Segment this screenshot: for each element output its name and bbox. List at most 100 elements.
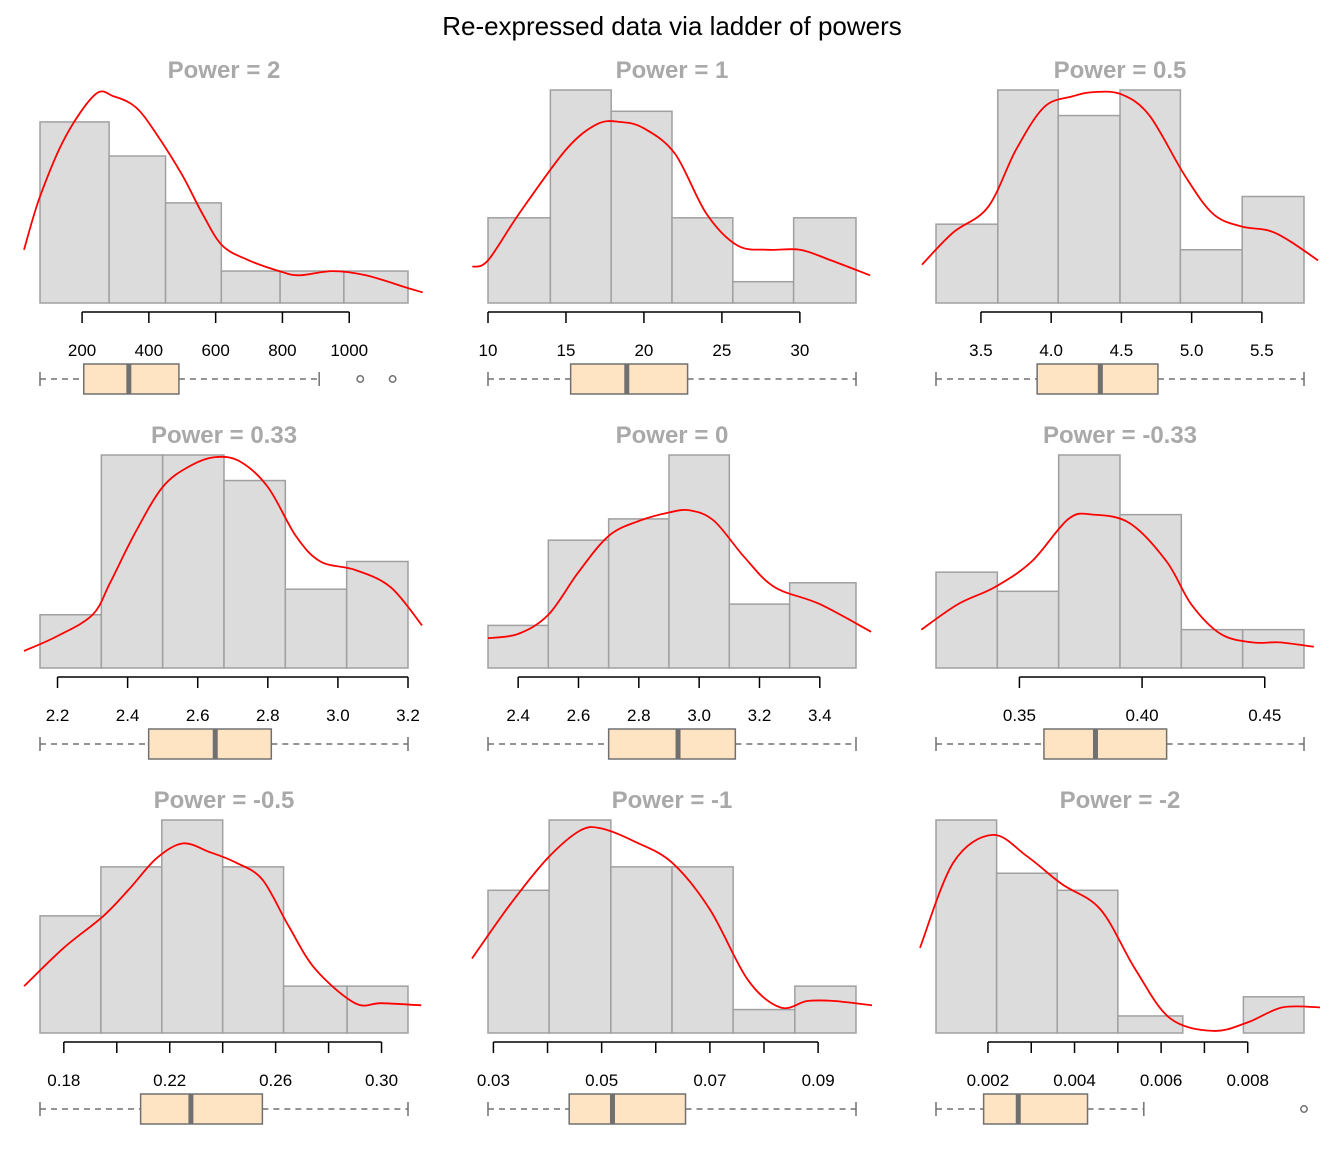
histogram-bar [1057,114,1121,304]
x-tick-label: 2.6 [186,706,210,725]
x-tick-label: 2.4 [116,706,140,725]
histogram-bar [732,1008,796,1034]
x-tick-label: 5.5 [1250,341,1274,360]
histogram-bar [487,889,550,1034]
histogram-bar [997,89,1059,304]
x-tick-label: 0.09 [802,1071,835,1090]
x-tick-label: 3.5 [969,341,993,360]
x-tick-label: 20 [634,341,653,360]
histogram-bar [607,518,670,669]
histogram-bar [223,479,287,669]
x-tick-label: 0.05 [585,1071,618,1090]
histogram-bar [1180,628,1244,669]
histogram-bar [100,454,164,669]
histogram-bar [346,985,409,1034]
histogram-bar [487,624,550,669]
histogram-bar [1117,1015,1184,1034]
histogram-bar [792,217,857,304]
x-tick-label: 0.35 [1003,706,1036,725]
x-tick-label: 30 [790,341,809,360]
panel-6: Power = -0.33 0.35 0.40 0.45 [920,422,1314,760]
panel-title: Power = 1 [616,57,729,84]
histogram-bar [343,270,409,304]
x-tick-label: 0.004 [1053,1071,1096,1090]
histogram-bar [220,270,281,304]
x-tick-label: 25 [712,341,731,360]
histogram-bar [728,603,791,669]
x-tick-label: 0.07 [693,1071,726,1090]
panel-4: Power = 0.33 2.2 2.4 2.6 2.8 3.0 3.2 [23,422,423,760]
histogram-bar [1119,513,1183,669]
density-curve [23,455,423,652]
histogram-bar [671,866,734,1034]
x-tick-label: 10 [479,341,498,360]
x-tick-label: 2.6 [567,706,591,725]
histogram-bar [1056,889,1119,1034]
x-tick-label: 600 [201,341,229,360]
density-curve [471,826,873,1010]
boxplot-box [607,728,737,760]
x-tick-label: 1000 [330,341,368,360]
x-tick-label: 0.30 [365,1071,398,1090]
histogram-bar [161,819,224,1034]
histogram-bar [1242,996,1305,1034]
x-tick-label: 0.40 [1126,706,1159,725]
histogram-bar [221,866,285,1034]
histogram-bar [548,819,612,1034]
boxplot-box [147,728,273,760]
panel-title: Power = 0.33 [151,422,297,449]
x-tick-label: 0.008 [1226,1071,1269,1090]
histogram-bar [935,223,999,304]
panel-5: Power = 0 2.4 2.6 2.8 3.0 3.2 3.4 [487,422,872,760]
boxplot-box [1043,728,1168,760]
x-tick-label: 3.0 [687,706,711,725]
panel-1: Power = 2 200 400 600 800 1000 [23,57,423,395]
panel-8: Power = -1 0.03 0.05 0.07 0.09 [471,787,873,1125]
density-curve [919,833,1321,1032]
histogram-bar [610,866,673,1034]
panel-title: Power = -1 [612,787,733,814]
histogram-bar [549,89,612,304]
histogram-bar [108,155,167,304]
histogram-bar [610,110,673,304]
panel-2: Power = 1 10 15 20 25 30 [472,57,871,395]
histogram-bar [164,202,223,304]
histogram-bar [487,217,552,304]
histogram-bar [282,985,348,1034]
histogram-bar [995,872,1058,1034]
histogram-bar [996,590,1060,669]
x-tick-label: 3.0 [326,706,350,725]
x-tick-label: 4.5 [1110,341,1134,360]
histogram-bar [732,280,795,304]
panel-title: Power = 0 [616,422,729,449]
x-tick-label: 800 [268,341,296,360]
panel-title: Power = -0.5 [154,787,295,814]
histogram-bar [547,539,610,669]
density-curve [23,842,422,1007]
histogram-bar [794,985,857,1034]
x-tick-label: 0.03 [477,1071,510,1090]
density-curve [921,90,1319,266]
histogram-bar [39,121,110,304]
x-tick-label: 5.0 [1180,341,1204,360]
x-tick-label: 3.2 [396,706,420,725]
panel-title: Power = -2 [1060,787,1181,814]
boxplot-outlier [388,375,397,383]
panel-title: Power = 0.5 [1054,57,1187,84]
density-curve [472,120,871,277]
x-tick-label: 2.2 [46,706,70,725]
panel-3: Power = 0.5 3.5 4.0 4.5 5.0 5.5 [921,57,1319,395]
histogram-bar [935,571,999,669]
histogram-bar [161,454,225,669]
panel-title: Power = 2 [168,57,281,84]
x-tick-label: 0.002 [967,1071,1010,1090]
density-curve [487,508,872,640]
histogram-bar [935,819,998,1034]
histogram-bar [279,270,345,304]
boxplot-box [982,1093,1089,1125]
x-tick-label: 15 [557,341,576,360]
density-curve [920,512,1314,648]
main-title: Re-expressed data via ladder of powers [442,11,902,41]
x-tick-label: 3.2 [748,706,772,725]
